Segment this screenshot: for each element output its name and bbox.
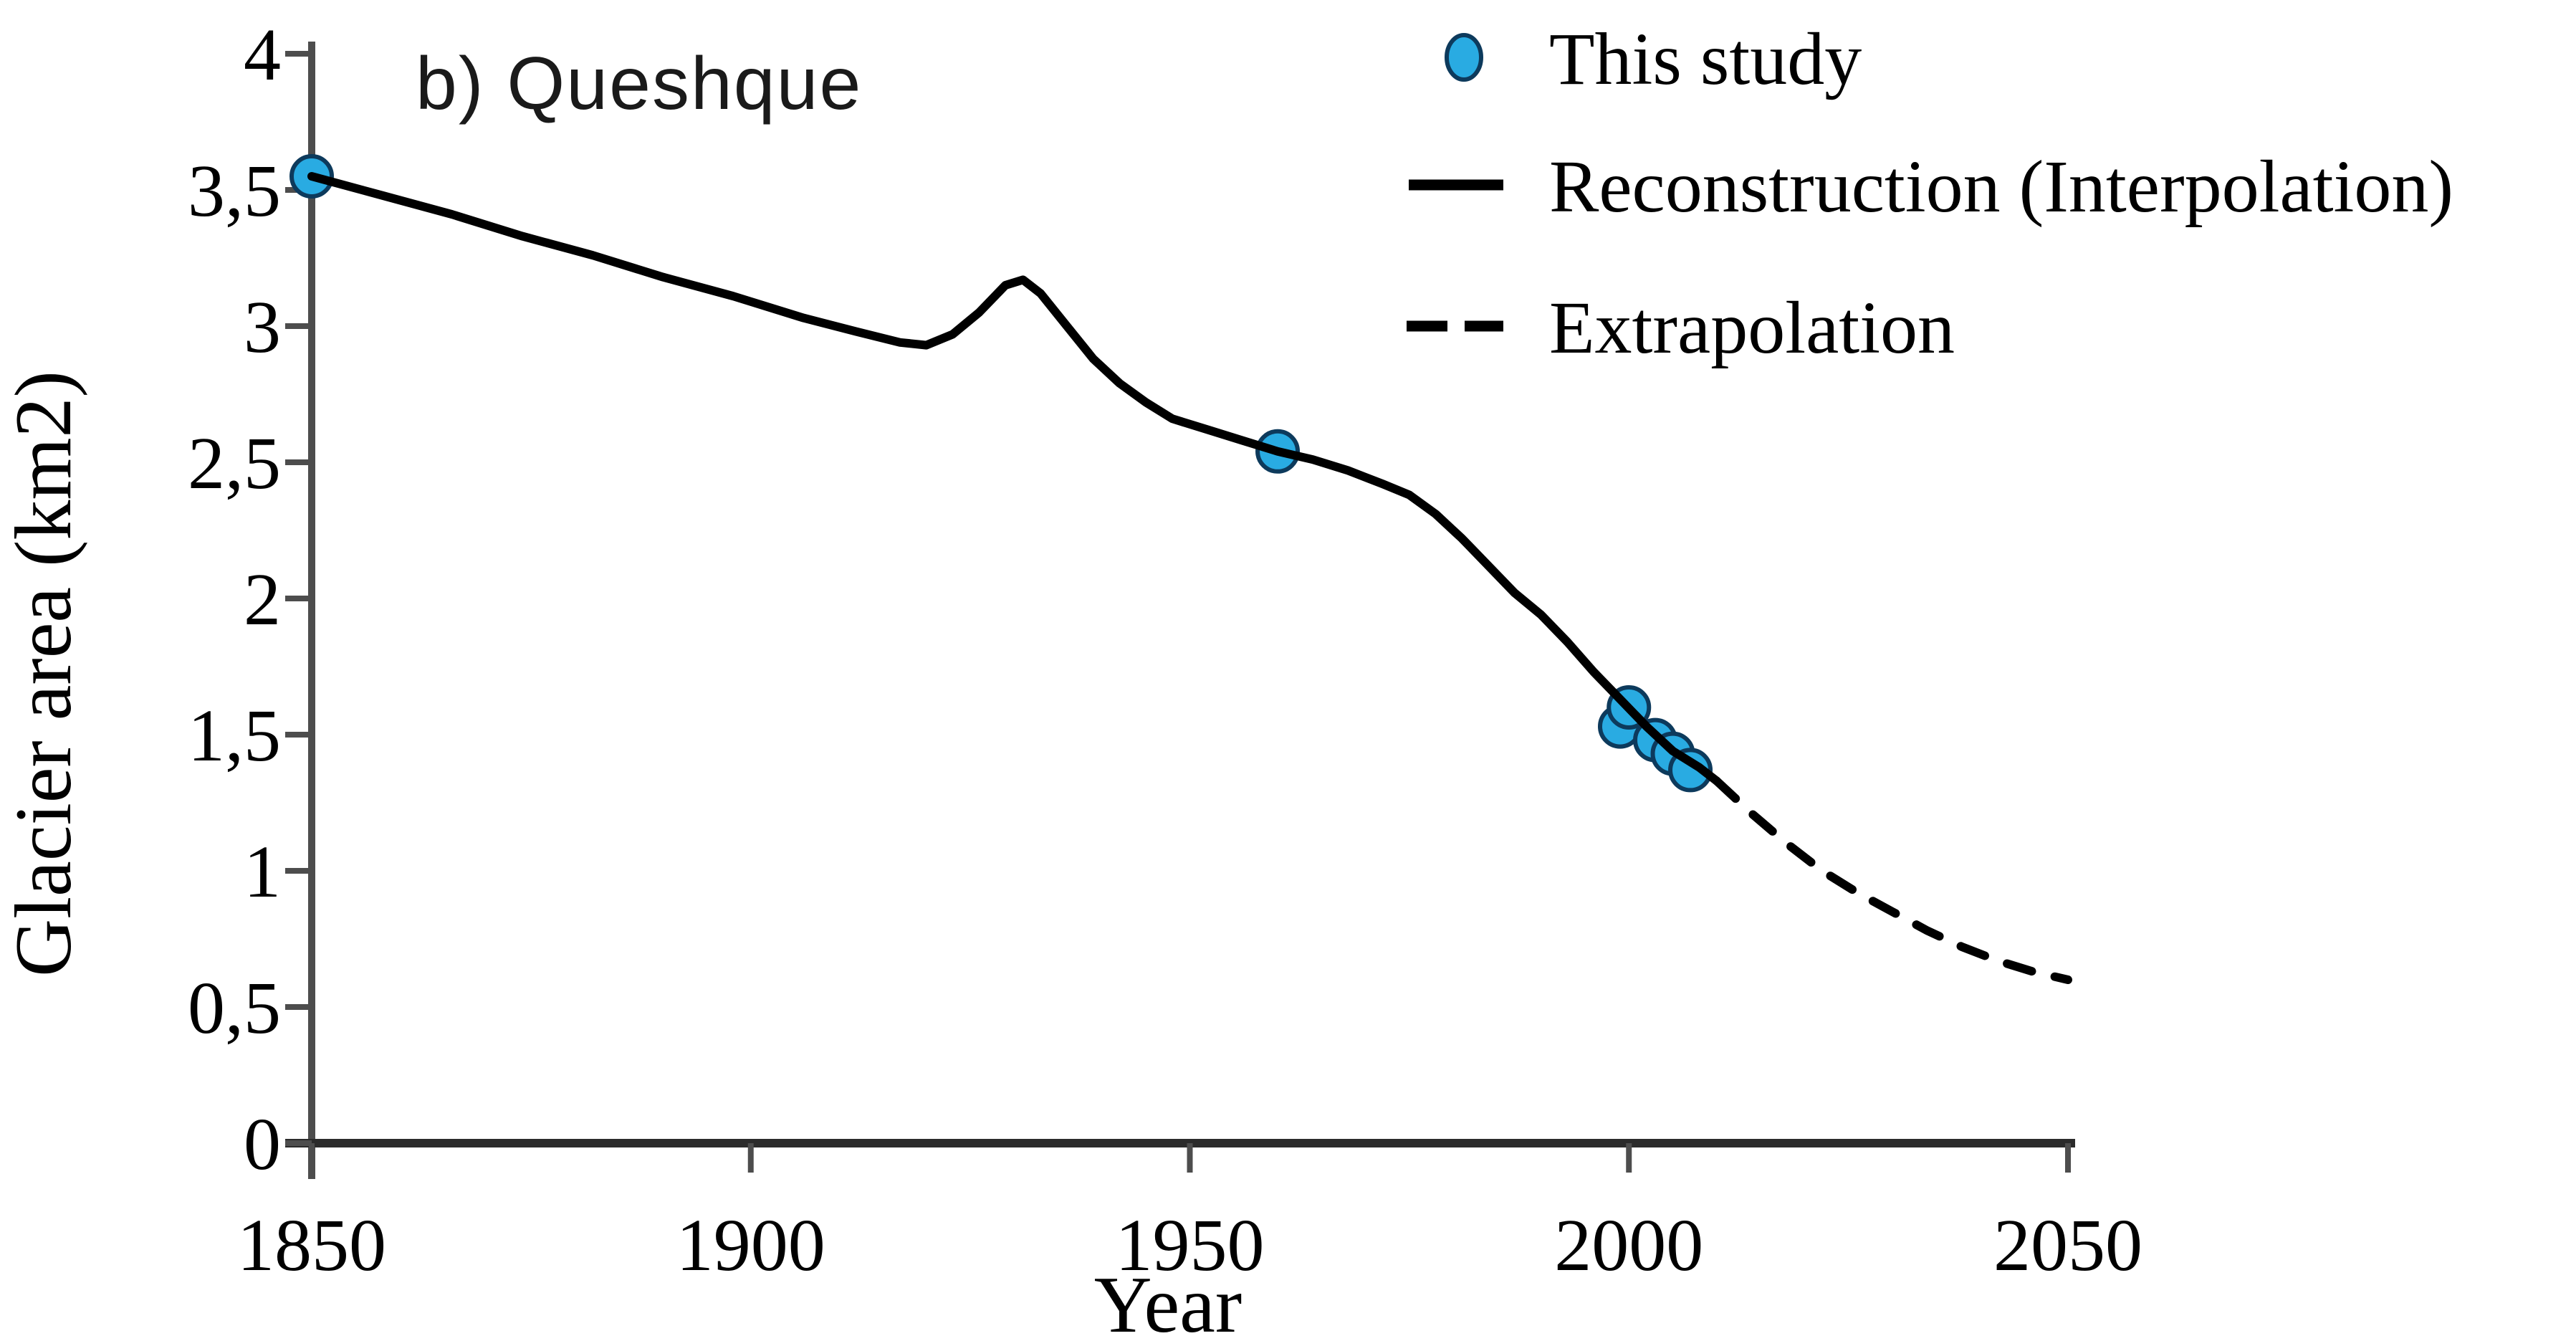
legend-label-this-study: This study (1549, 18, 1862, 100)
y-tick-label: 3 (244, 286, 281, 368)
reconstruction-line (307, 172, 1721, 786)
y-axis-title: Glacier area (km2) (0, 371, 88, 977)
x-axis-title: Year (1094, 1261, 1242, 1341)
y-tick-label: 3,5 (188, 150, 281, 232)
x-tick-label: 1950 (1116, 1204, 1265, 1287)
y-tick-label: 2 (244, 558, 281, 641)
y-tick-label: 1 (244, 831, 281, 913)
scatter-points-layer (289, 154, 1713, 793)
legend-item-extrapolation: Extrapolation (1407, 287, 1955, 369)
y-tick-label: 0 (244, 1103, 281, 1185)
y-tick-label: 0,5 (188, 967, 281, 1049)
y-tick-label: 2,5 (188, 422, 281, 505)
series-lines-layer (307, 172, 2072, 984)
x-axis-ticks: 1850 1900 1950 2000 2050 (237, 1143, 2142, 1287)
legend-label-extrapolation: Extrapolation (1549, 287, 1955, 369)
legend-dot-marker-icon (1445, 33, 1483, 82)
y-tick-label: 1,5 (188, 695, 281, 777)
x-tick-label: 2000 (1554, 1204, 1703, 1287)
x-tick-label: 1900 (676, 1204, 825, 1287)
legend-label-reconstruction: Reconstruction (Interpolation) (1549, 145, 2453, 228)
legend-item-reconstruction: Reconstruction (Interpolation) (1409, 145, 2453, 228)
y-tick-label: 4 (244, 14, 281, 96)
extrapolation-line (1712, 776, 2072, 984)
legend-item-this-study: This study (1445, 18, 1862, 100)
x-tick-label: 2050 (1993, 1204, 2142, 1287)
legend: This study Reconstruction (Interpolation… (1407, 18, 2453, 369)
x-tick-label: 1850 (237, 1204, 386, 1287)
y-axis-ticks: 0 0,5 1 1,5 2 2,5 3 3,5 4 (188, 14, 312, 1185)
chart-title: b) Queshque (416, 42, 862, 125)
